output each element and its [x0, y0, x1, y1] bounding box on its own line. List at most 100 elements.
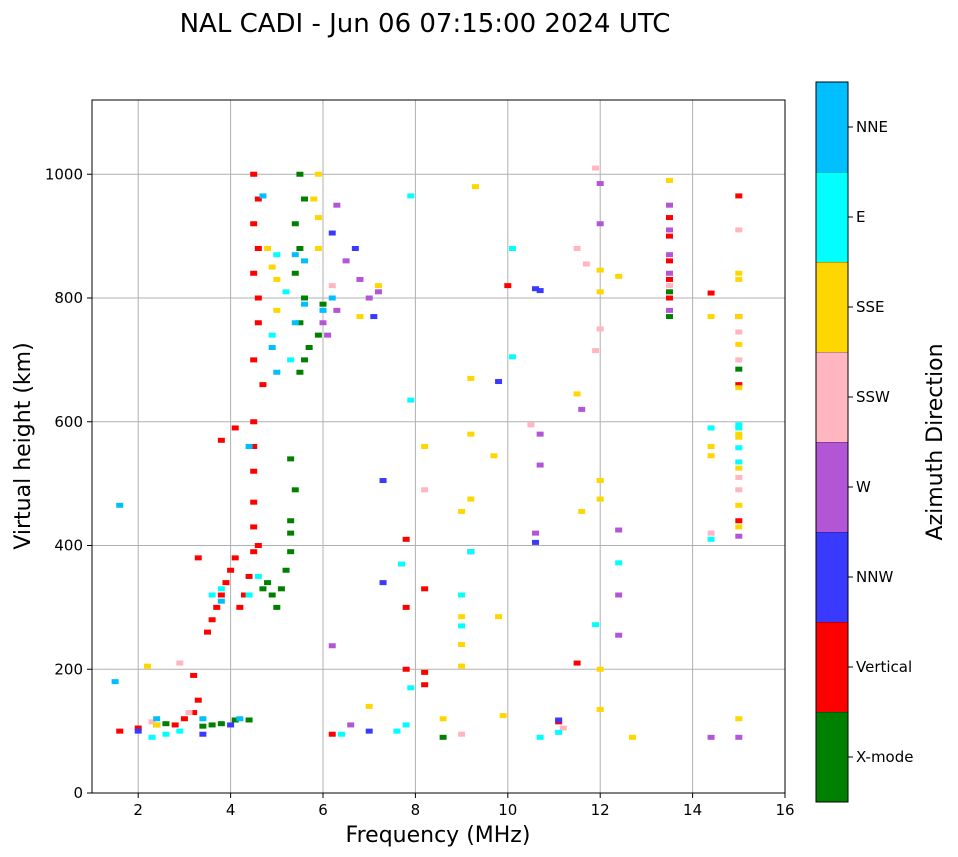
data-point-w	[578, 406, 586, 412]
data-point-vertical	[204, 629, 211, 635]
data-point-nne	[236, 716, 244, 722]
data-point-sse	[458, 614, 466, 620]
data-point-nne	[268, 345, 276, 350]
data-point-nnw	[379, 580, 387, 586]
data-point-sse	[707, 314, 715, 320]
data-point-x-mode	[259, 586, 267, 592]
data-point-vertical	[190, 710, 198, 716]
colorbar-swatch-x-mode	[816, 712, 848, 802]
data-point-nne	[217, 598, 225, 604]
data-point-x-mode	[296, 320, 304, 326]
data-point-vertical	[666, 276, 673, 282]
data-point-sse	[735, 465, 743, 471]
data-point-sse	[467, 496, 475, 502]
data-point-nnw	[495, 379, 503, 385]
data-point-e	[148, 734, 156, 740]
data-point-vertical	[504, 283, 512, 289]
data-point-e	[735, 425, 743, 431]
data-point-ssw	[527, 422, 535, 428]
colorbar: X-mode Vertical NNW W SSW SSE E NNE	[815, 81, 913, 803]
data-point-e	[273, 252, 281, 258]
data-point-nnw	[532, 539, 540, 545]
data-point-e	[393, 728, 401, 734]
y-tick-label: 800	[54, 289, 83, 307]
data-point-e	[707, 425, 715, 431]
data-point-ssw	[148, 719, 156, 725]
data-point-x-mode	[314, 332, 322, 338]
data-point-e	[458, 623, 466, 629]
data-point-vertical	[190, 672, 198, 678]
x-tick-label: 10	[498, 801, 517, 819]
colorbar-swatch-e	[816, 172, 848, 262]
data-point-ssw	[735, 329, 743, 335]
data-point-sse	[458, 663, 466, 669]
data-point-vertical	[666, 215, 673, 221]
data-point-sse	[735, 270, 743, 276]
data-point-vertical	[236, 604, 244, 610]
data-point-vertical	[250, 270, 258, 276]
x-axis-ticks: 2 4 6 8 10 12 14 16	[133, 793, 795, 819]
data-point-sse	[374, 283, 382, 289]
gridlines	[92, 100, 786, 794]
data-point-x-mode	[199, 723, 207, 729]
data-point-x-mode	[231, 717, 239, 723]
data-point-sse	[467, 431, 475, 437]
data-point-x-mode	[287, 456, 295, 462]
data-point-w	[536, 462, 544, 468]
data-point-sse	[707, 453, 715, 459]
data-point-vertical	[250, 221, 258, 227]
colorbar-swatch-w	[816, 442, 848, 532]
data-point-ssw	[735, 474, 743, 480]
colorbar-label: W	[856, 478, 871, 496]
data-point-sse	[499, 713, 507, 719]
data-point-nne	[116, 502, 124, 508]
data-point-vertical	[402, 536, 410, 542]
data-point-e	[508, 246, 516, 251]
data-point-w	[328, 643, 336, 649]
data-point-x-mode	[666, 314, 673, 320]
data-point-x-mode	[162, 721, 170, 727]
data-point-w	[319, 320, 327, 326]
y-tick-label: 400	[54, 537, 83, 555]
data-point-sse	[573, 391, 581, 397]
data-point-vertical	[250, 357, 258, 363]
data-point-e	[176, 728, 184, 734]
colorbar-swatch-vertical	[816, 622, 848, 712]
data-point-e	[555, 729, 563, 735]
data-point-vertical	[421, 586, 429, 592]
data-point-nnw	[536, 288, 544, 294]
data-point-nnw	[365, 728, 373, 734]
data-point-vertical	[171, 722, 179, 728]
data-point-sse	[314, 171, 322, 177]
data-point-nnw	[555, 717, 563, 723]
plot-area-frame	[91, 99, 786, 794]
data-point-nnw	[351, 246, 359, 251]
data-point-ssw	[592, 165, 600, 171]
data-point-e	[162, 731, 170, 737]
data-point-vertical	[666, 258, 673, 264]
colorbar-label: NNW	[856, 568, 893, 586]
data-point-w	[333, 202, 341, 208]
x-axis-label: Frequency (MHz)	[346, 823, 531, 848]
data-point-e	[735, 422, 743, 428]
data-point-e	[735, 445, 743, 451]
data-point-w	[356, 276, 364, 282]
data-point-sse	[629, 734, 637, 740]
data-point-nnw	[370, 314, 378, 320]
data-point-sse	[421, 444, 429, 449]
data-point-x-mode	[296, 171, 304, 177]
colorbar-swatch-sse	[816, 262, 848, 352]
data-point-x-mode	[291, 270, 299, 276]
data-point-vertical	[227, 567, 235, 573]
data-point-x-mode	[296, 369, 304, 375]
data-point-x-mode	[217, 721, 225, 727]
data-point-w	[615, 632, 623, 638]
colorbar-swatch-nne	[816, 82, 848, 172]
data-point-sse	[268, 264, 276, 270]
data-point-w	[532, 530, 540, 536]
data-point-nne	[301, 301, 309, 307]
data-point-w	[324, 332, 332, 338]
data-point-vertical	[231, 425, 239, 431]
data-point-e	[287, 357, 295, 363]
